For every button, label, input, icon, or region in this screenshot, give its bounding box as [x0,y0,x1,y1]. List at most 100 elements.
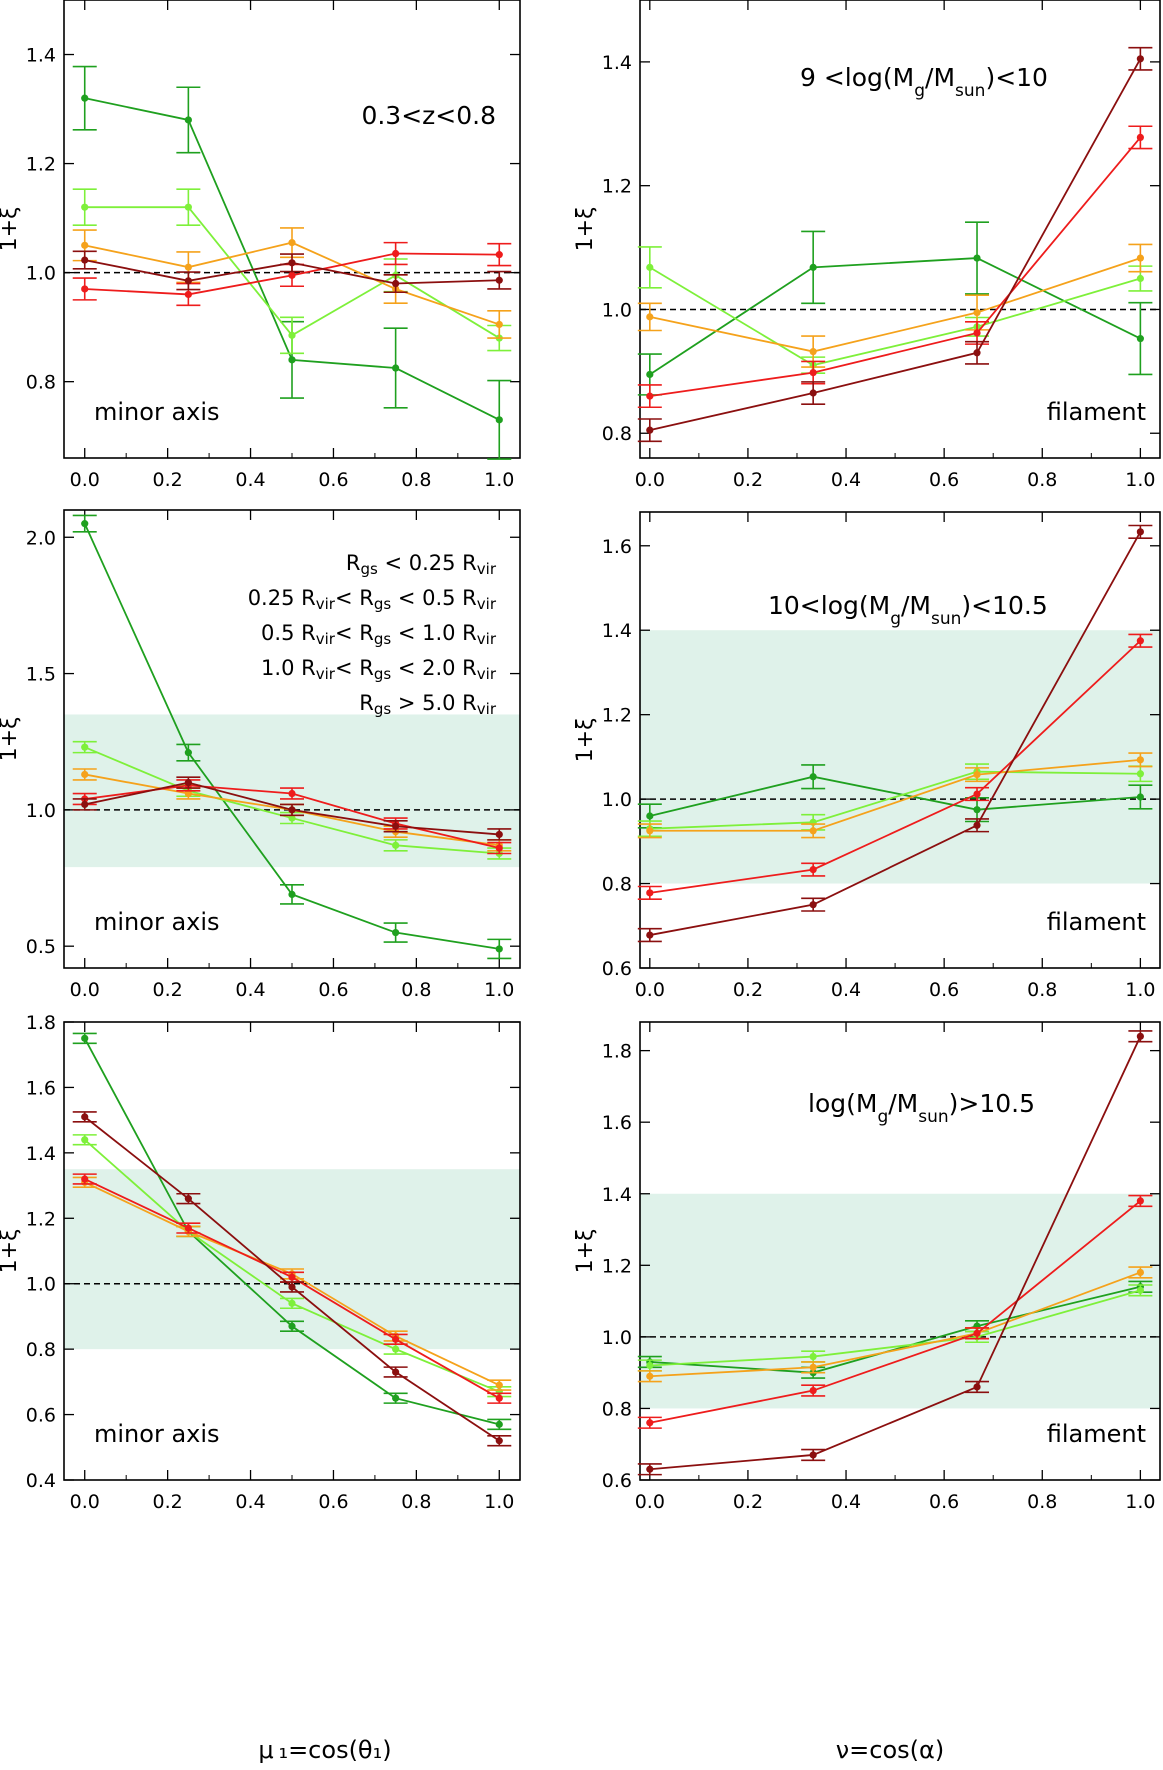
x-tick-label: 0.6 [929,469,959,491]
series-line [649,257,1141,376]
legend: Rgs < 0.25 Rvir 0.25 Rvir< Rgs < 0.5 Rvir… [248,551,497,718]
data-point [646,931,654,939]
data-point [495,1394,503,1402]
x-tick-label: 0.2 [153,1491,183,1513]
y-tick-label: 1.0 [602,789,632,811]
y-tick-label: 0.8 [602,1398,632,1420]
data-point [973,1329,981,1337]
panel-top-left: 0.0 0.2 0.4 0.6 0.8 1.0 0.8 1.0 1.2 1.4 1+ξ minor a… [0,0,521,491]
data-point [495,416,503,424]
data-point [495,320,503,329]
panel-top-right: 0.0 0.2 0.4 0.6 0.8 1.0 0.8 1.0 1.2 1.4 1+ξ filamen… [573,0,1161,491]
data-point [392,364,400,372]
data-point [288,1273,296,1281]
data-point [973,254,981,262]
data-point [184,1195,192,1203]
x-tick-label: 0.8 [401,1491,431,1513]
legend-entry-5: Rgs > 5.0 Rvir [359,691,497,718]
data-point [81,520,89,528]
data-point [288,814,296,822]
series-5 [637,46,1153,443]
series-1 [637,221,1153,396]
series-5 [637,524,1153,943]
data-point [646,812,654,820]
shaded-band [64,1169,520,1350]
y-tick-label: 1.2 [26,1208,56,1230]
y-tick-label: 1.2 [602,176,632,198]
series-4 [637,633,1153,900]
data-point [646,827,654,835]
y-tick-label: 1.0 [602,1327,632,1349]
data-point [184,779,192,787]
legend-entry-4: 1.0 Rvir< Rgs < 2.0 Rvir [261,656,497,683]
data-point [495,251,503,259]
x-axis-title-right: ν=cos(α) [836,1736,944,1764]
y-tick-label: 1.4 [602,620,632,642]
data-point [646,370,654,379]
data-point [288,890,296,898]
data-point [81,241,89,249]
x-tick-label: 0.4 [235,979,265,1001]
data-point [495,276,503,284]
data-point [288,789,296,798]
panel-bottom-left: 0.0 0.2 0.4 0.6 0.8 1.0 0.4 0.6 0.8 1.0 1.2 1.4 1.6 1… [0,1012,521,1513]
data-point [646,889,654,897]
x-tick-label: 1.0 [1125,979,1155,1001]
data-point [809,901,817,909]
series-line [649,1289,1141,1367]
data-point [81,743,89,751]
x-tick-label: 0.4 [235,1491,265,1513]
data-point [288,239,296,247]
y-tick-label: 1.0 [26,800,56,822]
y-tick-label: 1.6 [602,536,632,558]
data-point [809,1363,817,1371]
data-point [1136,1286,1144,1294]
legend-entry-3: 0.5 Rvir< Rgs < 1.0 Rvir [261,621,497,648]
data-point [973,329,981,337]
panel-title: 10<log(Mg/Msun)<10.5 [768,591,1048,629]
x-tick-label: 0.8 [401,979,431,1001]
series-4 [637,1194,1153,1429]
panel-title: log(Mg/Msun)>10.5 [808,1089,1035,1127]
series-line [649,266,1141,367]
series-3 [637,752,1153,839]
data-point [973,349,981,357]
panel-corner-label: minor axis [94,1420,220,1448]
data-point [495,1381,503,1389]
series-4 [72,241,512,307]
data-point [184,1224,192,1232]
data-point [809,1386,817,1395]
x-tick-label: 0.2 [733,1491,763,1513]
y-tick-label: 2.0 [26,527,56,549]
data-point [973,790,981,798]
x-tick-label: 0.4 [235,469,265,491]
data-point [1136,1197,1144,1205]
data-point [495,830,503,839]
y-tick-label: 0.6 [602,1470,632,1492]
data-point [973,1383,981,1391]
data-point [81,1175,89,1183]
data-point [809,827,817,835]
data-point [646,426,654,434]
data-point [495,844,503,852]
data-point [809,389,817,397]
data-point [646,313,654,321]
data-point [809,866,817,874]
y-tick-label: 1.4 [602,1184,632,1206]
panel-corner-label: filament [1047,398,1146,426]
data-point [392,928,400,937]
y-tick-label: 1.6 [602,1112,632,1134]
x-tick-label: 0.0 [70,979,100,1001]
series-line [649,531,1142,936]
data-point [809,773,817,781]
y-tick-label: 0.8 [602,423,632,445]
x-tick-label: 1.0 [484,979,514,1001]
series-line [649,640,1141,894]
series-line [649,58,1142,432]
plot-frame [639,1021,1161,1481]
y-tick-label: 0.5 [26,936,56,958]
y-tick-label: 1.4 [602,52,632,74]
data-point [184,277,192,285]
x-tick-label: 0.6 [318,1491,348,1513]
data-point [646,392,654,400]
